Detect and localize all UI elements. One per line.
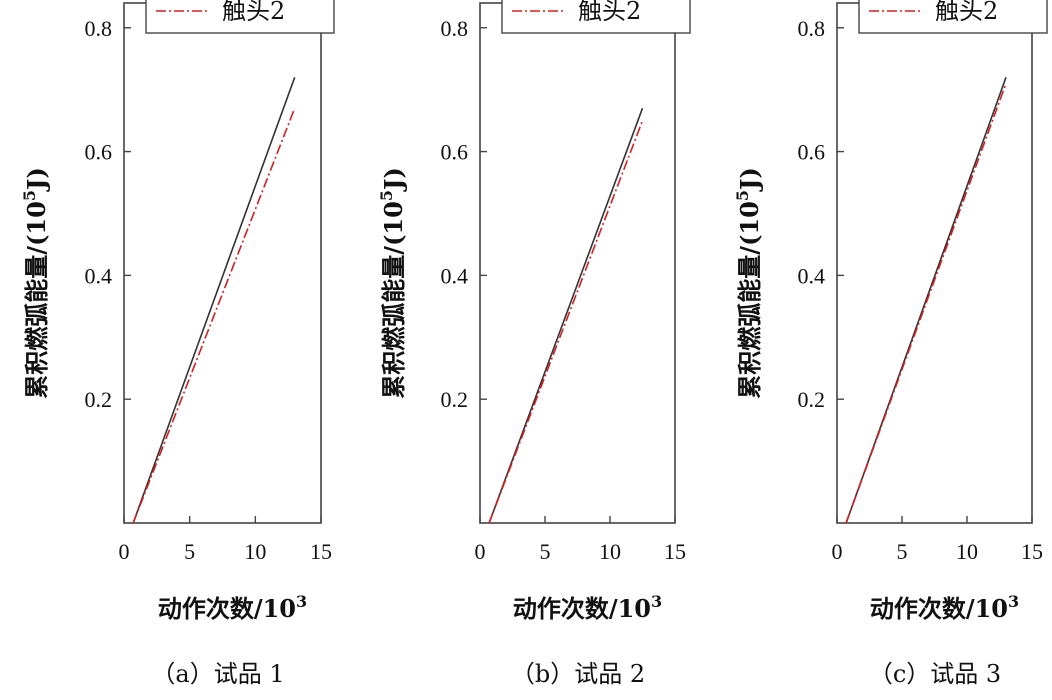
y-tick-label: 0.8	[85, 16, 113, 41]
x-tick-label: 0	[119, 539, 130, 564]
y-tick-label: 0.4	[85, 263, 113, 288]
y-tick-label: 0.2	[441, 387, 469, 412]
x-tick-label: 15	[310, 539, 332, 564]
plot-frame	[123, 2, 322, 524]
x-axis-label: 动作次数/103	[513, 592, 662, 623]
y-tick-label: 0.6	[441, 140, 469, 165]
series-line-1	[488, 107, 644, 524]
legend-box	[145, 0, 335, 34]
series-line-1	[845, 77, 1007, 524]
panel-caption: （c）试品 3	[869, 660, 1001, 688]
series-line-2	[845, 83, 1007, 524]
y-axis-label-tail: J)	[735, 167, 764, 192]
legend-box	[858, 0, 1048, 34]
x-axis-label-main: 动作次数/10	[513, 594, 651, 623]
y-axis-label-sup: 5	[733, 190, 752, 201]
x-tick-label: 0	[475, 539, 486, 564]
y-tick-label: 0.8	[798, 16, 826, 41]
chart-panel-3: 0510150.20.40.60.8触头1触头2动作次数/103累积燃弧能量/(…	[733, 0, 1048, 688]
y-axis-label: 累积燃弧能量/(105J)	[20, 167, 51, 398]
y-tick-label: 0.6	[85, 140, 113, 165]
x-tick-label: 0	[832, 539, 843, 564]
x-axis-label-sup: 3	[296, 592, 307, 611]
y-tick-label: 0.2	[85, 387, 113, 412]
legend-label-2: 触头2	[578, 0, 641, 25]
legend-label-2: 触头2	[222, 0, 285, 25]
x-axis-label-main: 动作次数/10	[158, 594, 296, 623]
y-tick-label: 0.4	[441, 263, 469, 288]
x-axis-label-main: 动作次数/10	[870, 594, 1008, 623]
x-tick-label: 5	[540, 539, 551, 564]
x-tick-label: 15	[664, 539, 686, 564]
legend-label-2: 触头2	[935, 0, 998, 25]
y-tick-label: 0.2	[798, 387, 826, 412]
x-tick-label: 10	[599, 539, 621, 564]
x-tick-label: 10	[956, 539, 978, 564]
y-axis-label-sup: 5	[377, 190, 396, 201]
plot-frame	[479, 2, 676, 524]
panel-caption: （a）试品 1	[151, 660, 284, 688]
y-axis-label: 累积燃弧能量/(105J)	[733, 167, 764, 398]
x-axis-label: 动作次数/103	[158, 592, 307, 623]
panel-caption: （b）试品 2	[511, 660, 645, 688]
x-axis-label-sup: 3	[651, 592, 662, 611]
x-tick-label: 5	[897, 539, 908, 564]
x-tick-label: 15	[1021, 539, 1043, 564]
y-axis-label-tail: J)	[379, 167, 408, 192]
y-axis-label-tail: J)	[22, 167, 51, 192]
chart-panel-1: 0510150.20.40.60.8触头1触头2动作次数/103累积燃弧能量/(…	[20, 0, 335, 688]
y-tick-label: 0.8	[441, 16, 469, 41]
series-line-1	[132, 77, 296, 524]
y-axis-label-main: 累积燃弧能量/(10	[379, 201, 408, 399]
y-axis-label-sup: 5	[20, 190, 39, 201]
y-tick-label: 0.4	[798, 263, 826, 288]
series-line-2	[132, 107, 296, 524]
chart-panel-2: 0510150.20.40.60.8触头1触头2动作次数/103累积燃弧能量/(…	[377, 0, 691, 688]
plot-frame	[836, 2, 1033, 524]
legend-box	[501, 0, 691, 34]
y-axis-label-main: 累积燃弧能量/(10	[735, 201, 764, 399]
x-tick-label: 10	[244, 539, 266, 564]
y-tick-label: 0.6	[798, 140, 826, 165]
x-tick-label: 5	[184, 539, 195, 564]
y-axis-label: 累积燃弧能量/(105J)	[377, 167, 408, 398]
x-axis-label-sup: 3	[1008, 592, 1019, 611]
x-axis-label: 动作次数/103	[870, 592, 1019, 623]
y-axis-label-main: 累积燃弧能量/(10	[22, 201, 51, 399]
